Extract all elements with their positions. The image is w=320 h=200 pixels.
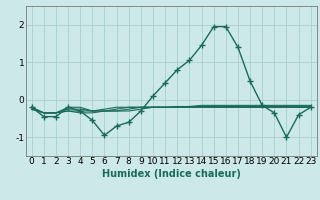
X-axis label: Humidex (Indice chaleur): Humidex (Indice chaleur) — [102, 169, 241, 179]
